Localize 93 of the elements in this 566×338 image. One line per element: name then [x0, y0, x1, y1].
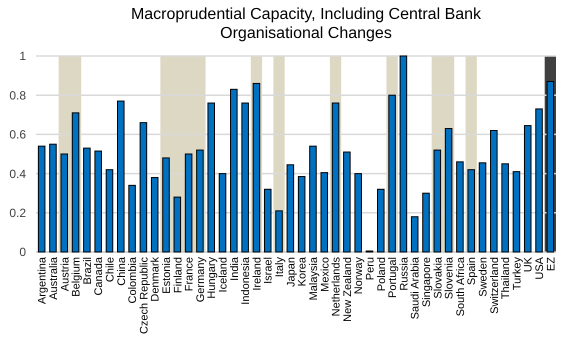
x-tick-label: Sweden — [478, 257, 490, 297]
bar — [512, 171, 520, 252]
bar — [106, 169, 114, 252]
bar — [444, 128, 452, 252]
x-tick-label: Switzerland — [488, 257, 501, 314]
x-tick-label: China — [116, 256, 128, 286]
bar — [309, 146, 317, 252]
x-tick-label: Indonesia — [240, 256, 252, 305]
bar — [196, 150, 204, 252]
x-tick-label: Japan — [285, 257, 298, 287]
bar — [162, 157, 170, 252]
x-tick-label: Slovenia — [444, 256, 456, 300]
bar — [94, 150, 102, 252]
bar — [264, 188, 272, 252]
x-tick-label: Chile — [104, 257, 116, 282]
bar — [230, 88, 238, 252]
bar — [535, 108, 543, 252]
bar — [38, 146, 46, 252]
x-tick-label: Finland — [172, 257, 184, 294]
x-tick-label: Ireland — [251, 257, 264, 291]
x-tick-label: Poland — [376, 257, 388, 292]
x-tick-label: Argentina — [36, 256, 49, 304]
y-tick-label: 1 — [19, 49, 26, 64]
bar — [72, 112, 80, 252]
x-tick-label: Australia — [48, 256, 60, 300]
x-tick-label: Mexico — [319, 257, 332, 292]
bar — [150, 177, 158, 252]
x-tick-label: Austria — [59, 256, 72, 292]
bar — [478, 162, 486, 252]
bar — [434, 150, 442, 252]
bar — [184, 154, 192, 252]
x-tick-label: South Africa — [454, 256, 467, 316]
bar — [60, 154, 68, 252]
bar — [218, 173, 226, 252]
y-tick-label: 0.6 — [9, 128, 26, 142]
bar — [377, 188, 385, 252]
bar — [83, 148, 91, 252]
x-tick-label: Italy — [274, 256, 286, 278]
x-tick-label: Slovakia — [432, 256, 444, 299]
x-tick-label: Brazil — [82, 257, 94, 285]
x-tick-label: Peru — [364, 257, 376, 280]
x-tick-label: Saudi Arabia — [410, 256, 422, 320]
bar — [343, 152, 351, 252]
bar — [354, 173, 362, 252]
x-tick-label: Turkey — [511, 256, 524, 290]
x-tick-label: Estonia — [161, 256, 173, 294]
x-tick-label: EZ — [545, 256, 558, 272]
bar — [524, 125, 532, 252]
x-tick-label: Canada — [93, 256, 106, 296]
x-tick-label: Colombia — [127, 256, 140, 304]
bar — [456, 161, 464, 252]
x-tick-label: Malaysia — [308, 256, 320, 300]
bar — [400, 56, 408, 252]
bar — [128, 184, 136, 252]
x-tick-label: India — [228, 256, 241, 281]
x-tick-label: Singapore — [421, 257, 433, 308]
x-tick-label: Denmark — [150, 256, 162, 302]
y-tick-label: 0 — [19, 245, 26, 260]
x-tick-label: USA — [534, 256, 546, 280]
x-tick-label: Russia — [398, 256, 410, 291]
x-tick-label: France — [184, 257, 196, 292]
x-tick-label: Hungary — [206, 256, 218, 299]
x-tick-label: Germany — [194, 256, 207, 302]
y-tick-label: 0.4 — [9, 166, 26, 181]
x-tick-label: Iceland — [218, 257, 230, 292]
bar — [140, 122, 148, 252]
bar — [174, 196, 182, 252]
bar — [117, 100, 125, 252]
x-tick-label: Netherlands — [330, 256, 343, 316]
y-tick-label: 0.8 — [9, 88, 26, 102]
bar — [490, 130, 498, 252]
bar — [298, 176, 306, 252]
x-tick-label: Israel — [262, 257, 275, 284]
y-tick-label: 0.2 — [9, 206, 26, 220]
x-tick-label: Norway — [353, 256, 366, 294]
x-tick-label: Czech Republic — [138, 256, 150, 334]
x-tick-label: UK — [522, 256, 535, 272]
bar — [49, 144, 57, 252]
bar — [241, 102, 249, 252]
x-tick-label: Portugal — [387, 257, 400, 298]
bar — [501, 163, 509, 252]
bar — [422, 192, 430, 252]
bar — [410, 216, 418, 252]
bar — [286, 164, 294, 252]
x-tick-label: New Zealand — [342, 257, 354, 322]
x-tick-label: Korea — [296, 256, 309, 286]
bar — [275, 210, 283, 252]
chart-title: Macroprudential Capacity, Including Central Bank Organisational Changes — [130, 6, 482, 42]
x-tick-label: Belgium — [70, 257, 83, 297]
x-tick-label: Spain — [466, 257, 478, 286]
x-tick-label: Thailand — [500, 257, 512, 300]
bar — [467, 169, 475, 252]
bar — [207, 102, 215, 252]
